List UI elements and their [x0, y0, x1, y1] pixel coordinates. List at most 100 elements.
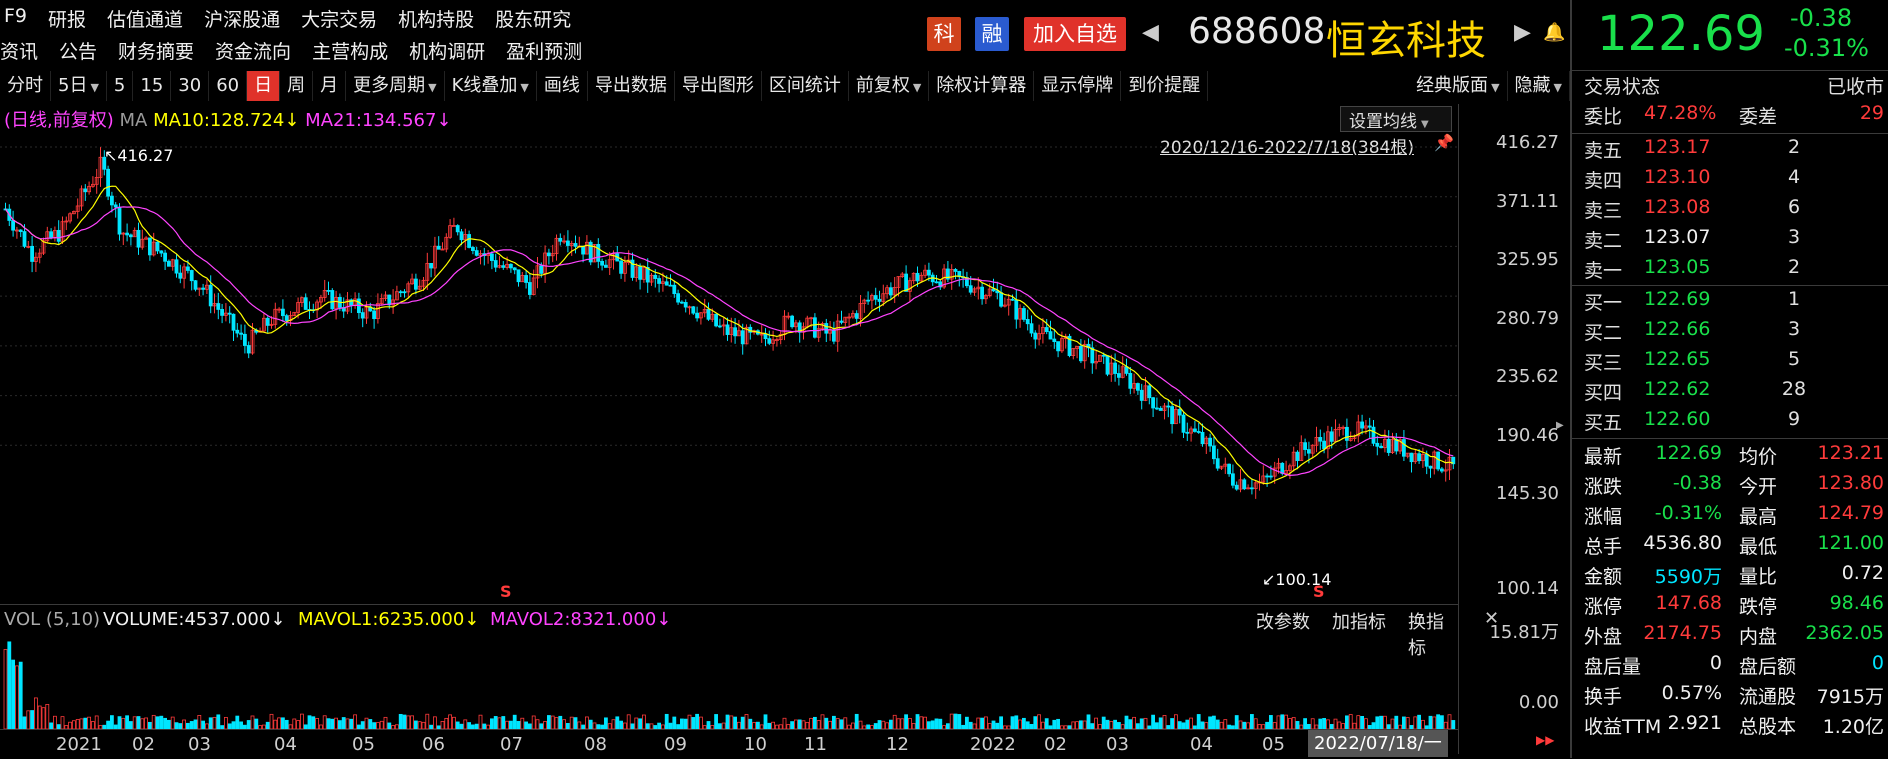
period-intraday[interactable]: 分时: [0, 71, 51, 101]
volume-bar: [949, 713, 954, 729]
candle-body: [451, 225, 456, 227]
export-image-button[interactable]: 导出图形: [675, 71, 762, 101]
switch-indicator-button[interactable]: 换指标: [1408, 612, 1444, 659]
next-stock-icon[interactable]: ▶: [1514, 20, 1531, 45]
nav-finance[interactable]: 财务摘要: [118, 41, 195, 63]
volume-bar: [451, 716, 456, 729]
candle-body: [1109, 362, 1114, 375]
nav-business[interactable]: 主营构成: [312, 41, 389, 63]
book-price: 122.62: [1644, 378, 1711, 400]
sell-row[interactable]: 卖三 123.08 6: [1584, 196, 1884, 226]
stat-value: 121.00: [1817, 532, 1884, 554]
sell-row[interactable]: 卖五 123.17 2: [1584, 136, 1884, 166]
sell-row[interactable]: 卖四 123.10 4: [1584, 166, 1884, 196]
draw-line-button[interactable]: 画线: [537, 71, 588, 101]
nav-hk-connect[interactable]: 沪深股通: [204, 9, 281, 31]
stat-value: 0.72: [1841, 562, 1884, 584]
volume-bar: [182, 719, 187, 729]
period-15min[interactable]: 15: [133, 71, 172, 101]
price-alert-button[interactable]: 到价提醒: [1121, 71, 1209, 101]
book-volume: 3: [1787, 226, 1801, 248]
export-data-button[interactable]: 导出数据: [588, 71, 675, 101]
candle-body: [444, 236, 449, 250]
period-5day[interactable]: 5日 ▼: [51, 71, 107, 101]
volume-bar: [136, 716, 141, 729]
buy-row[interactable]: 买四 122.62 28: [1584, 378, 1884, 408]
volume-bar: [322, 715, 327, 729]
nav-valuation[interactable]: 估值通道: [107, 9, 184, 31]
volume-bar: [1177, 721, 1182, 729]
volume-bar: [1025, 721, 1030, 729]
collapse-arrow-icon[interactable]: ▶: [1556, 420, 1564, 431]
period-30min[interactable]: 30: [171, 71, 210, 101]
k-overlay-button[interactable]: K线叠加 ▼: [445, 71, 537, 101]
volume-bar: [1105, 719, 1110, 729]
set-ma-button[interactable]: 设置均线 ▼: [1340, 106, 1452, 132]
more-periods-button[interactable]: 更多周期 ▼: [346, 71, 445, 101]
bell-icon[interactable]: 🔔: [1543, 22, 1566, 43]
book-level-label: 买四: [1584, 382, 1623, 404]
candle-body: [706, 309, 711, 320]
period-5min[interactable]: 5: [107, 71, 134, 101]
add-indicator-button[interactable]: 加指标: [1332, 612, 1386, 633]
buy-row[interactable]: 买三 122.65 5: [1584, 348, 1884, 378]
prev-stock-icon[interactable]: ◀: [1142, 20, 1159, 45]
volume-bar: [934, 718, 939, 729]
nav-institution-hold[interactable]: 机构持股: [398, 9, 475, 31]
period-month[interactable]: 月: [313, 71, 347, 101]
period-60min[interactable]: 60: [209, 71, 248, 101]
buy-row[interactable]: 买五 122.60 9: [1584, 408, 1884, 438]
volume-bar: [600, 724, 604, 729]
volume-bar: [930, 720, 935, 729]
candle-body: [1094, 361, 1098, 364]
nav-research[interactable]: 研报: [48, 9, 87, 31]
kline-chart[interactable]: (日线,前复权) MA MA10:128.724↓ MA21:134.567↓ …: [0, 104, 1458, 602]
ex-rights-calc-button[interactable]: 除权计算器: [929, 71, 1035, 101]
layout-button[interactable]: 经典版面 ▼: [1409, 71, 1508, 101]
candle-body: [303, 297, 308, 310]
close-icon[interactable]: ✕: [1484, 608, 1500, 629]
nav-shareholder[interactable]: 股东研究: [495, 9, 572, 31]
candle-body: [1291, 451, 1296, 467]
volume-bar: [1174, 714, 1178, 729]
nav-f9[interactable]: F9: [4, 5, 28, 27]
nav-announcement[interactable]: 公告: [59, 41, 98, 63]
range-stats-button[interactable]: 区间统计: [762, 71, 849, 101]
add-watchlist-button[interactable]: 加入自选: [1024, 17, 1126, 51]
period-week[interactable]: 周: [280, 71, 314, 101]
scroll-right-icon[interactable]: ▶▶: [1536, 733, 1555, 747]
hide-button[interactable]: 隐藏 ▼: [1508, 71, 1570, 101]
candle-body: [1329, 431, 1334, 442]
volume-bar: [1322, 718, 1326, 729]
sell-row[interactable]: 卖二 123.07 3: [1584, 226, 1884, 256]
candle-body: [873, 295, 878, 300]
candle-body: [1132, 383, 1136, 389]
chevron-down-icon: ▼: [1553, 81, 1562, 94]
candle-body: [1022, 308, 1026, 320]
buy-row[interactable]: 买一 122.69 1: [1584, 288, 1884, 318]
stat-label: 金额: [1584, 566, 1623, 588]
candle-body: [292, 311, 297, 316]
volume-bar: [37, 705, 42, 729]
volume-bar: [326, 718, 331, 729]
volume-bar: [1212, 715, 1216, 729]
volume-bar: [34, 697, 38, 729]
nav-news[interactable]: 资讯: [0, 41, 39, 63]
volume-bar: [353, 714, 358, 729]
sell-row[interactable]: 卖一 123.05 2: [1584, 256, 1884, 286]
nav-block-trade[interactable]: 大宗交易: [301, 9, 378, 31]
show-suspend-button[interactable]: 显示停牌: [1034, 71, 1122, 101]
period-day[interactable]: 日: [247, 71, 281, 101]
pin-icon[interactable]: 📌: [1434, 133, 1454, 152]
volume-bar: [508, 720, 513, 729]
nav-survey[interactable]: 机构调研: [409, 41, 486, 63]
change-params-button[interactable]: 改参数: [1256, 612, 1310, 633]
volume-bar: [744, 714, 749, 729]
adjust-button[interactable]: 前复权 ▼: [849, 71, 930, 101]
nav-forecast[interactable]: 盈利预测: [506, 41, 583, 63]
candle-body: [664, 281, 669, 286]
buy-row[interactable]: 买二 122.66 3: [1584, 318, 1884, 348]
candle-body: [1261, 475, 1266, 483]
nav-money-flow[interactable]: 资金流向: [215, 41, 292, 63]
book-price: 123.10: [1644, 166, 1711, 188]
